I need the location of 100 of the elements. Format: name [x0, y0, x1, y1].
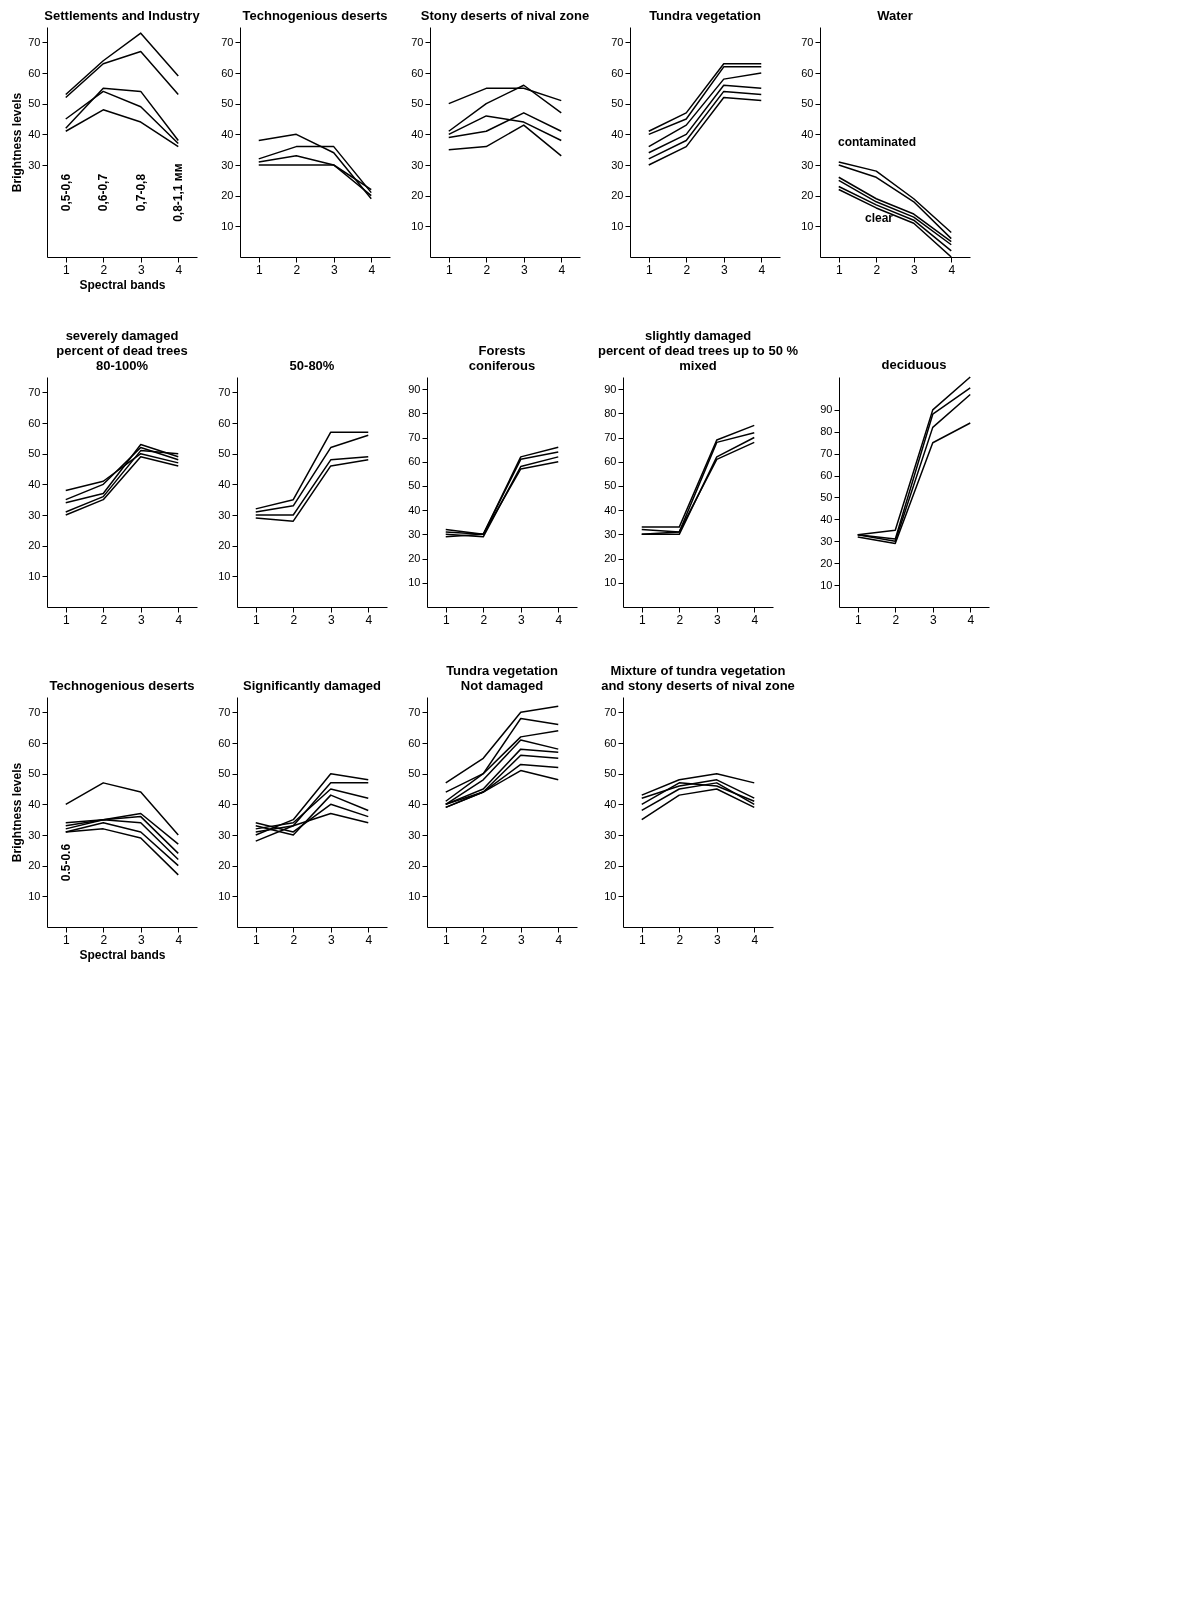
y-tick-label: 20: [408, 552, 421, 565]
y-tick-label: 50: [408, 479, 421, 492]
y-tick-label: 50: [408, 767, 421, 780]
x-tick-label: 1: [854, 612, 862, 627]
y-tick-label: 50: [218, 447, 231, 460]
x-tick-label: 1: [645, 262, 653, 277]
y-tick-label: 40: [604, 797, 617, 810]
y-tick-label: 40: [218, 797, 231, 810]
y-tick-label: 50: [218, 767, 231, 780]
chart-title: Not damaged: [460, 678, 544, 693]
y-tick-label: 30: [820, 534, 833, 547]
y-tick-label: 70: [28, 35, 41, 48]
y-tick-label: 10: [408, 889, 421, 902]
y-tick-label: 60: [218, 736, 231, 749]
x-tick-label: 1: [835, 262, 843, 277]
x-tick-label: 3: [137, 262, 145, 277]
x-tick-label: 3: [137, 612, 145, 627]
y-tick-label: 60: [408, 455, 421, 468]
y-tick-label: 50: [221, 97, 234, 110]
x-tick-label: 1: [62, 612, 70, 627]
y-tick-label: 10: [218, 889, 231, 902]
y-tick-label: 60: [604, 455, 617, 468]
y-tick-label: 40: [28, 797, 41, 810]
y-tick-label: 80: [820, 425, 833, 438]
y-tick-label: 70: [411, 35, 424, 48]
y-tick-label: 70: [408, 431, 421, 444]
x-tick-label: 2: [676, 612, 684, 627]
y-tick-label: 40: [411, 127, 424, 140]
text: percent of dead trees up to 50 %: [597, 343, 799, 358]
y-tick-label: 90: [408, 382, 421, 395]
y-tick-label: 70: [28, 385, 41, 398]
chart-title: coniferous: [468, 358, 536, 373]
annotation: 0,6-0,7: [96, 173, 111, 212]
y-tick-label: 70: [218, 385, 231, 398]
y-tick-label: 10: [28, 569, 41, 582]
chart-title: 80-100%: [95, 358, 149, 373]
annotation: 0.5-0.6: [58, 843, 73, 882]
y-tick-label: 20: [604, 859, 617, 872]
y-tick-label: 20: [218, 539, 231, 552]
x-tick-label: 2: [293, 262, 301, 277]
y-tick-label: 60: [28, 66, 41, 79]
y-tick-label: 60: [604, 736, 617, 749]
y-tick-label: 50: [411, 97, 424, 110]
x-tick-label: 3: [713, 932, 721, 947]
y-tick-label: 50: [801, 97, 814, 110]
x-tick-label: 1: [442, 612, 450, 627]
y-tick-label: 60: [218, 416, 231, 429]
x-tick-label: 3: [517, 612, 525, 627]
x-tick-label: 2: [676, 932, 684, 947]
x-tick-label: 1: [252, 932, 260, 947]
y-tick-label: 20: [604, 552, 617, 565]
y-tick-label: 50: [820, 490, 833, 503]
y-tick-label: 70: [604, 431, 617, 444]
x-tick-label: 1: [252, 612, 260, 627]
x-tick-label: 4: [175, 262, 183, 277]
y-tick-label: 20: [411, 189, 424, 202]
x-axis-title: Spectral bands: [79, 947, 166, 962]
x-tick-label: 4: [175, 932, 183, 947]
y-tick-label: 20: [221, 189, 234, 202]
y-tick-label: 40: [604, 503, 617, 516]
y-tick-label: 20: [218, 859, 231, 872]
y-tick-label: 30: [28, 828, 41, 841]
y-tick-label: 60: [28, 736, 41, 749]
x-tick-label: 1: [442, 932, 450, 947]
x-tick-label: 4: [365, 612, 373, 627]
x-tick-label: 4: [175, 612, 183, 627]
annotation: contaminated: [838, 135, 917, 149]
y-tick-label: 60: [408, 736, 421, 749]
x-tick-label: 4: [967, 612, 975, 627]
x-tick-label: 1: [255, 262, 263, 277]
y-tick-label: 40: [408, 503, 421, 516]
y-tick-label: 10: [218, 569, 231, 582]
y-tick-label: 10: [408, 576, 421, 589]
x-tick-label: 2: [290, 612, 298, 627]
x-tick-label: 2: [892, 612, 900, 627]
x-tick-label: 3: [330, 262, 338, 277]
x-tick-label: 2: [480, 612, 488, 627]
y-tick-label: 10: [411, 219, 424, 232]
x-tick-label: 4: [751, 612, 759, 627]
text: Forests: [478, 343, 526, 358]
y-tick-label: 70: [611, 35, 624, 48]
x-tick-label: 3: [720, 262, 728, 277]
x-tick-label: 2: [100, 612, 108, 627]
annotation: 0,7-0,8: [133, 173, 148, 212]
text: severely damaged: [65, 328, 179, 343]
y-tick-label: 30: [604, 527, 617, 540]
y-tick-label: 40: [221, 127, 234, 140]
y-tick-label: 20: [28, 859, 41, 872]
x-tick-label: 3: [327, 612, 335, 627]
chart-title: Tundra vegetation: [649, 8, 761, 23]
y-tick-label: 50: [604, 479, 617, 492]
y-tick-label: 70: [408, 705, 421, 718]
y-tick-label: 10: [221, 219, 234, 232]
x-tick-label: 3: [929, 612, 937, 627]
y-tick-label: 10: [611, 219, 624, 232]
y-tick-label: 20: [611, 189, 624, 202]
text: percent of dead trees: [56, 343, 188, 358]
y-tick-label: 50: [611, 97, 624, 110]
x-tick-label: 4: [558, 262, 566, 277]
y-axis-title: Brightness levels: [10, 762, 25, 863]
